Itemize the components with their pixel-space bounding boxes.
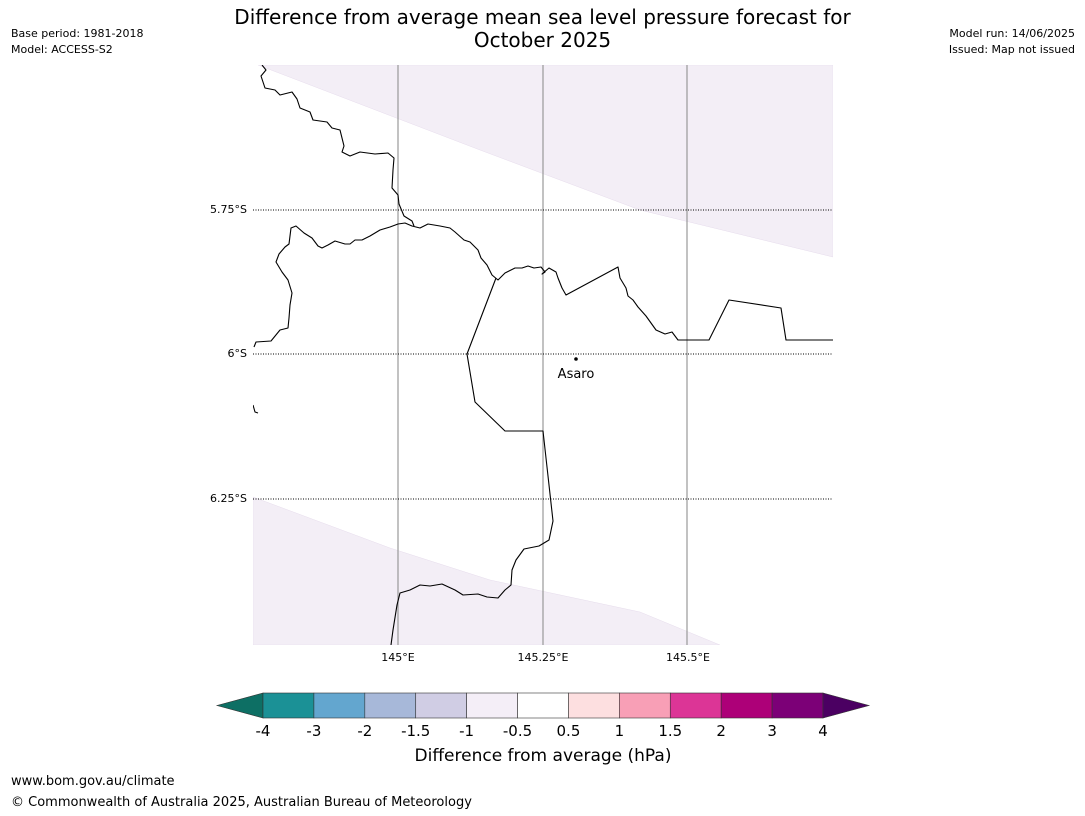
colorbar-segment (313, 692, 366, 719)
colorbar-tick-label: -1.5 (401, 722, 430, 740)
colorbar-tick-label: 1.5 (658, 722, 682, 740)
model-text: Model: ACCESS-S2 (11, 43, 113, 56)
boundary-fragment (253, 404, 259, 414)
lon-label-145: 145°E (381, 651, 414, 664)
footer-copyright: © Commonwealth of Australia 2025, Austra… (11, 795, 472, 810)
colorbar-ticks: -4 -3 -2 -1.5 -1 -0.5 0.5 1 1.5 2 3 4 (256, 722, 828, 740)
lon-label-145-25: 145.25°E (518, 651, 569, 664)
boundary-north (260, 65, 415, 227)
map-frame (253, 65, 833, 645)
colorbar-segment (720, 692, 773, 719)
colorbar-label: Difference from average (hPa) (415, 746, 672, 766)
shading-north (257, 65, 833, 258)
lon-label-145-5: 145.5°E (666, 651, 710, 664)
boundary-asaro-west (390, 277, 554, 645)
colorbar-tick-label: 2 (716, 722, 726, 740)
colorbar-tick-label: 4 (818, 722, 828, 740)
base-period-text: Base period: 1981-2018 (11, 27, 144, 40)
map-title: Difference from average mean sea level p… (0, 6, 1085, 52)
lat-label-6-25: 6.25°S (210, 492, 247, 505)
colorbar-tick-label: -1 (459, 722, 474, 740)
colorbar-segment (364, 692, 417, 719)
colorbar-segment (568, 692, 620, 719)
colorbar-segment (415, 692, 467, 719)
colorbar-segments (215, 692, 871, 719)
colorbar-segment (262, 692, 315, 719)
colorbar-segment (466, 692, 518, 719)
colorbar-segment (517, 692, 569, 719)
colorbar-extend-max (822, 692, 871, 719)
shading-south (253, 496, 721, 645)
colorbar-segment (771, 692, 824, 719)
province-boundaries (253, 65, 833, 645)
colorbar-tick-label: -3 (306, 722, 321, 740)
colorbar-tick-label: 1 (615, 722, 625, 740)
model-run-text: Model run: 14/06/2025 (949, 27, 1075, 40)
meta-right: Model run: 14/06/2025 Issued: Map not is… (949, 26, 1075, 58)
colorbar-tick-label: 3 (767, 722, 777, 740)
map-panel: Asaro 5.75°S 6°S 6.25°S 145°E 145.25°E 1… (210, 65, 833, 664)
lat-label-5-75: 5.75°S (210, 203, 247, 216)
colorbar-tick-label: -2 (357, 722, 372, 740)
colorbar-tick-label: 0.5 (557, 722, 581, 740)
legend-colorbar: -4 -3 -2 -1.5 -1 -0.5 0.5 1 1.5 2 3 4 Difference fr… (215, 692, 871, 766)
issued-text: Issued: Map not issued (948, 43, 1075, 56)
boundary-central (253, 222, 833, 348)
colorbar-tick-label: -0.5 (503, 722, 532, 740)
lat-label-6: 6°S (228, 347, 247, 360)
asaro-label: Asaro (558, 367, 595, 382)
colorbar-extend-min (215, 692, 264, 719)
colorbar-segment (619, 692, 671, 719)
colorbar-tick-label: -4 (256, 722, 271, 740)
meta-left: Base period: 1981-2018 Model: ACCESS-S2 (11, 26, 143, 58)
colorbar-segment (669, 692, 722, 719)
asaro-marker (574, 357, 578, 361)
title-line-1: Difference from average mean sea level p… (234, 5, 851, 29)
title-line-2: October 2025 (473, 28, 612, 52)
footer-url: www.bom.gov.au/climate (11, 774, 175, 789)
